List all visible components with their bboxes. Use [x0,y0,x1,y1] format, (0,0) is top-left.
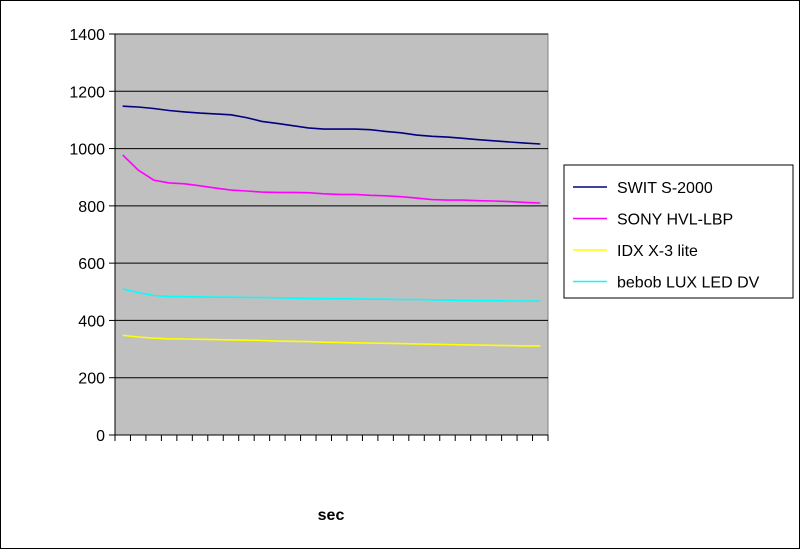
y-tick-label: 400 [78,313,105,330]
x-axis-title: sec [318,507,345,524]
gridlines [115,33,548,379]
x-axis [114,434,549,441]
y-tick-label: 0 [96,428,105,445]
y-axis: 0 200 400 600 800 1000 1200 1400 [69,27,116,445]
series-line [122,154,541,204]
legend-label: SWIT S-2000 [617,180,713,197]
y-tick-label: 600 [78,256,105,273]
y-tick-label: 1200 [69,84,105,101]
legend-label: SONY HVL-LBP [617,212,733,229]
series-line [122,288,541,302]
series-line [122,334,541,347]
legend: SWIT S-2000 SONY HVL-LBP IDX X-3 lite bebob… [563,164,794,299]
legend-label: IDX X-3 lite [617,243,698,260]
series-line [122,105,541,145]
y-tick-label: 1400 [69,27,105,44]
legend-label: bebob LUX LED DV [617,275,760,292]
series-lines [122,105,541,347]
y-tick-label: 200 [78,371,105,388]
y-tick-label: 800 [78,199,105,216]
plot-area [114,33,549,436]
y-tick-label: 1000 [69,142,105,159]
